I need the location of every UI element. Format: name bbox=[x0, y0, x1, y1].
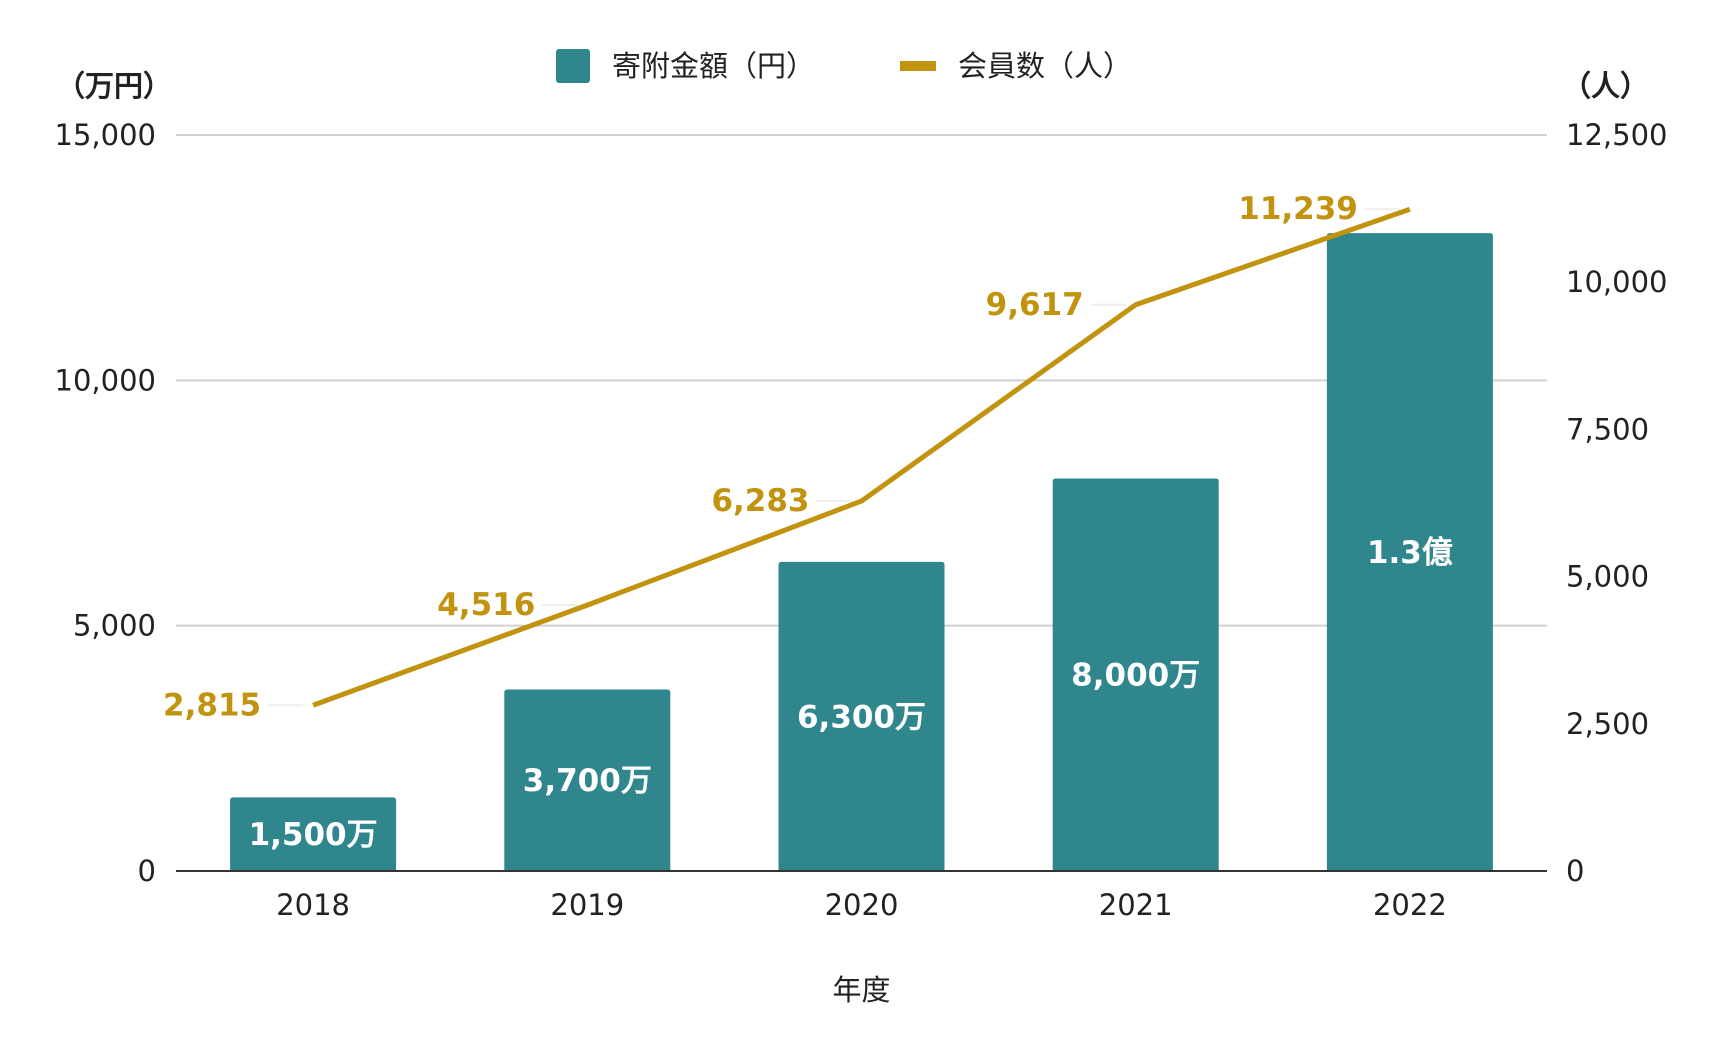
bar-2021 bbox=[1052, 478, 1219, 871]
legend-label-donations: 寄附金額（円） bbox=[612, 49, 815, 83]
line-data-label: 11,239 bbox=[1238, 191, 1358, 227]
line-data-label: 9,617 bbox=[986, 287, 1084, 323]
bar-2018 bbox=[230, 797, 397, 871]
x-tick-label: 2021 bbox=[1099, 888, 1173, 922]
legend-swatch-bar bbox=[556, 49, 590, 83]
right-axis-unit: （人） bbox=[1562, 69, 1649, 103]
bar-data-label: 1.3億 bbox=[1367, 535, 1453, 571]
right-tick-label: 0 bbox=[1566, 854, 1584, 888]
bar-2022 bbox=[1326, 233, 1493, 872]
line-data-label: 2,815 bbox=[163, 687, 261, 723]
right-tick-label: 7,500 bbox=[1566, 412, 1649, 446]
bar-data-label: 6,300万 bbox=[797, 699, 926, 735]
legend-swatch-line bbox=[900, 61, 936, 71]
left-tick-label: 0 bbox=[138, 854, 156, 888]
bar-data-label: 1,500万 bbox=[249, 817, 378, 853]
right-tick-label: 2,500 bbox=[1566, 707, 1649, 741]
x-tick-label: 2018 bbox=[276, 888, 350, 922]
right-tick-label: 12,500 bbox=[1566, 118, 1667, 152]
bar-2019 bbox=[504, 689, 671, 871]
bar-data-label: 8,000万 bbox=[1071, 658, 1200, 694]
left-tick-label: 5,000 bbox=[73, 609, 156, 643]
line-data-label: 4,516 bbox=[437, 587, 535, 623]
x-tick-label: 2020 bbox=[825, 888, 899, 922]
right-tick-label: 5,000 bbox=[1566, 560, 1649, 594]
bar-data-label: 3,700万 bbox=[523, 763, 652, 799]
legend: 寄附金額（円） 会員数（人） bbox=[556, 49, 1132, 83]
x-tick-label: 2022 bbox=[1373, 888, 1447, 922]
left-tick-label: 10,000 bbox=[55, 363, 156, 397]
bar-2020 bbox=[778, 561, 945, 871]
x-axis-title: 年度 bbox=[832, 973, 890, 1007]
legend-label-members: 会員数（人） bbox=[958, 49, 1132, 83]
left-axis-unit: （万円） bbox=[56, 69, 172, 103]
line-data-label: 6,283 bbox=[711, 483, 809, 519]
right-tick-label: 10,000 bbox=[1566, 265, 1667, 299]
left-tick-label: 15,000 bbox=[55, 118, 156, 152]
x-tick-label: 2019 bbox=[550, 888, 624, 922]
